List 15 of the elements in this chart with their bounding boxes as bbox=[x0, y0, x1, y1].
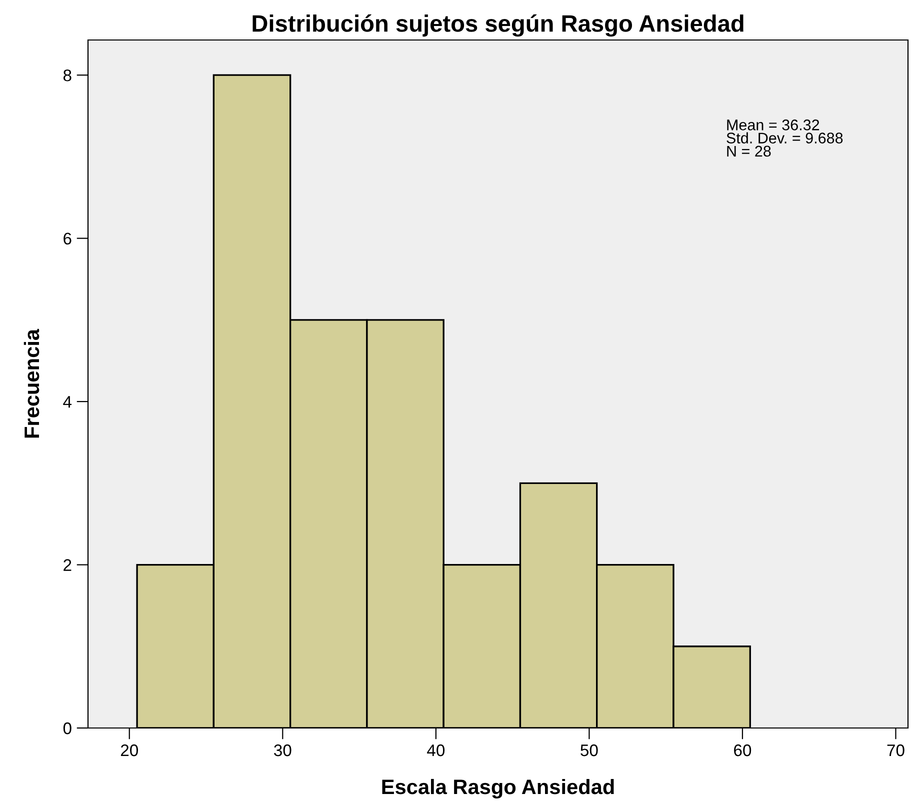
x-axis-title: Escala Rasgo Ansiedad bbox=[382, 778, 614, 798]
y-tick-label: 6 bbox=[64, 232, 72, 245]
annotation: Mean = 36.32 Std. Dev. = 9.688 N = 28 bbox=[726, 120, 843, 157]
y-tick-label: 0 bbox=[63, 722, 72, 734]
x-tick-label: 50 bbox=[580, 744, 598, 756]
x-tick-label: 20 bbox=[120, 744, 138, 756]
x-tick-label: 30 bbox=[274, 744, 292, 756]
chart-title: Distribución sujetos según Rasgo Ansiedad bbox=[252, 14, 744, 37]
x-tick-label: 60 bbox=[734, 744, 752, 756]
y-tick-label: 8 bbox=[63, 69, 72, 82]
y-tick-label: 4 bbox=[63, 396, 72, 408]
x-tick-label: 70 bbox=[887, 744, 904, 756]
x-tick-label: 40 bbox=[427, 744, 445, 756]
y-axis-title: Frecuencia bbox=[24, 328, 40, 438]
y-tick-label: 2 bbox=[64, 559, 72, 571]
